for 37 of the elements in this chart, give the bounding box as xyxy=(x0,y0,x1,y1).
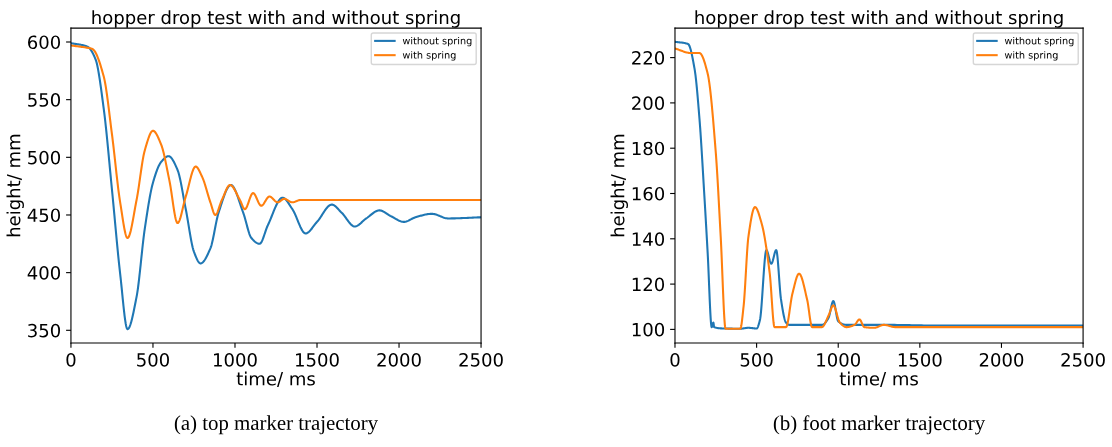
x-axis-title: time/ ms xyxy=(236,371,315,387)
text: (b) foot marker trajectory xyxy=(773,415,986,435)
text: (a) top marker trajectory xyxy=(174,415,378,435)
x-tick-label: 1500 xyxy=(296,353,339,367)
legend-label: without spring xyxy=(1004,36,1074,47)
x-tick-label: 0 xyxy=(66,353,76,367)
legend-label: with spring xyxy=(402,51,456,61)
y-tick-label: 550 xyxy=(28,93,61,107)
x-tick-label: 500 xyxy=(137,353,169,367)
y-axis-title: height/ mm xyxy=(6,134,24,237)
y-tick-label: 140 xyxy=(632,232,665,246)
y-tick-label: 600 xyxy=(28,35,61,50)
y-tick-label: 500 xyxy=(28,150,61,165)
chart-title: hopper drop test with and without spring xyxy=(695,10,1063,28)
x-tick-label: 2000 xyxy=(979,353,1024,367)
y-axis-title: height/ mm xyxy=(610,134,629,237)
chart-title: hopper drop test with and without spring xyxy=(92,10,460,28)
y-tick-label: 180 xyxy=(632,141,665,156)
x-tick-label: 1000 xyxy=(817,353,860,367)
x-tick-label: 1500 xyxy=(898,353,942,367)
x-tick-label: 0 xyxy=(670,353,680,367)
y-tick-label: 450 xyxy=(27,208,61,223)
x-tick-label: 2500 xyxy=(459,353,503,367)
x-axis-title: time/ ms xyxy=(839,371,918,387)
x-tick-label: 2000 xyxy=(377,353,421,367)
x-tick-label: 500 xyxy=(740,353,773,367)
y-tick-label: 350 xyxy=(28,323,61,338)
legend-label: with spring xyxy=(1004,51,1058,61)
y-tick-label: 100 xyxy=(632,322,665,337)
y-tick-label: 400 xyxy=(27,266,61,280)
x-tick-label: 2500 xyxy=(1061,353,1105,367)
y-tick-label: 120 xyxy=(632,277,665,292)
legend-label: without spring xyxy=(402,36,472,47)
y-tick-label: 220 xyxy=(632,51,665,65)
y-tick-label: 160 xyxy=(632,186,665,201)
x-tick-label: 1000 xyxy=(214,353,257,367)
y-tick-label: 200 xyxy=(632,96,665,111)
